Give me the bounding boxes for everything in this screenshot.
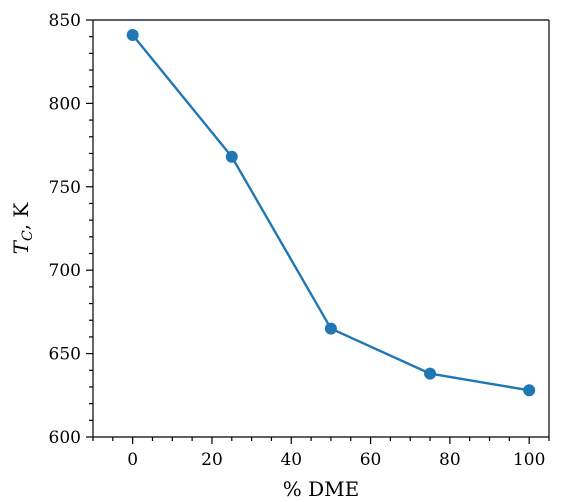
data-point [126, 29, 139, 42]
x-axis-ticks: 0 20 40 60 80 100 [92, 437, 550, 470]
y-tick-label: 850 [49, 11, 81, 31]
y-axis-label: TC, K [9, 202, 36, 255]
y-tick-label: 800 [49, 94, 81, 114]
y-axis-label-main: T [9, 239, 33, 254]
x-axis-label: % DME [283, 477, 359, 501]
y-axis-label-subscript: C [20, 230, 36, 241]
y-tick-label: 700 [49, 261, 81, 281]
data-point [324, 322, 337, 335]
y-axis-label-unit: , K [9, 202, 33, 231]
x-tick-label: 20 [201, 450, 223, 470]
x-tick-label: 100 [513, 450, 545, 470]
data-point [523, 384, 536, 397]
data-point [225, 150, 238, 163]
data-point [424, 367, 437, 380]
plot-area [92, 19, 550, 438]
y-tick-label: 600 [49, 428, 81, 448]
y-tick-label: 650 [49, 345, 81, 365]
x-tick-label: 80 [439, 450, 461, 470]
x-tick-label: 60 [360, 450, 382, 470]
y-axis-ticks: 600 650 700 750 800 850 [49, 11, 93, 448]
x-tick-label: 0 [127, 450, 138, 470]
series-layer [126, 29, 536, 397]
x-tick-label: 40 [280, 450, 302, 470]
y-tick-label: 750 [49, 178, 81, 198]
series-line [131, 34, 530, 392]
